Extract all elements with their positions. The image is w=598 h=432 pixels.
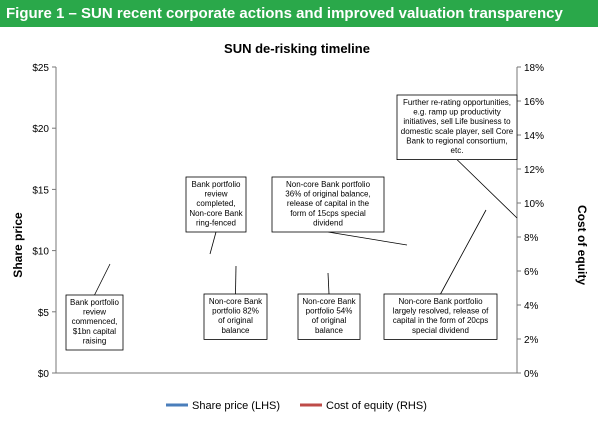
annotation-text-line: etc. bbox=[451, 146, 464, 155]
annotation-leader-line bbox=[456, 159, 518, 219]
annotation-text-line: balance bbox=[315, 326, 344, 335]
y-tick-label-right: 6% bbox=[524, 267, 539, 278]
y-tick-label-left: $20 bbox=[32, 124, 49, 135]
y-axis-label-left: Share price bbox=[11, 212, 25, 278]
annotation-text-line: domestic scale player, sell Core bbox=[401, 127, 514, 136]
chart-title: SUN de-risking timeline bbox=[224, 41, 370, 56]
annotation-text-line: capital in the form of 20cps bbox=[393, 316, 489, 325]
annotation-box bbox=[396, 94, 518, 160]
y-tick-label-right: 0% bbox=[524, 369, 539, 380]
annotation-box bbox=[185, 176, 247, 233]
annotation-text-line: Non-core Bank portfolio bbox=[398, 297, 483, 306]
annotation-box bbox=[203, 293, 268, 340]
y-tick-label-left: $0 bbox=[38, 369, 50, 380]
y-tick-label-left: $10 bbox=[32, 247, 49, 258]
annotation-text-line: commenced, bbox=[72, 317, 118, 326]
annotation-6: Non-core Bank portfolio largely resolved,… bbox=[383, 209, 498, 340]
annotation-text-line: Non-core Bank bbox=[189, 209, 243, 218]
y-tick-label-left: $15 bbox=[32, 185, 49, 196]
annotation-text-line: $1bn capital bbox=[73, 327, 116, 336]
annotation-text-line: e.g. ramp up productivity bbox=[413, 108, 501, 117]
annotation-text-line: review bbox=[204, 190, 227, 199]
annotation-text-line: initiatives, sell Life business to bbox=[403, 117, 511, 126]
annotation-text-line: largely resolved, release of bbox=[393, 307, 489, 316]
annotation-4: Non-core Bank portfolio 36% of original b… bbox=[271, 176, 408, 246]
annotation-5: Non-core Bank portfolio 54% of original bal… bbox=[297, 272, 361, 340]
y-tick-label-right: 14% bbox=[524, 131, 544, 142]
annotation-7: Further re-rating opportunities, e.g. ram… bbox=[396, 94, 518, 219]
annotation-text-line: portfolio 82% bbox=[212, 307, 259, 316]
legend: Share price (LHS) Cost of equity (RHS) bbox=[166, 400, 427, 412]
y-axis-label-right: Cost of equity bbox=[575, 205, 589, 285]
annotation-text-line: special dividend bbox=[412, 326, 469, 335]
figure-title: Figure 1 – SUN recent corporate actions … bbox=[0, 0, 598, 27]
annotation-text-line: raising bbox=[83, 336, 107, 345]
annotation-text-line: Bank to regional consortium, bbox=[406, 136, 507, 145]
y-tick-label-right: 12% bbox=[524, 165, 544, 176]
legend-label-cost-of-equity: Cost of equity (RHS) bbox=[326, 400, 427, 412]
annotation-text-line: release of capital in the bbox=[287, 199, 370, 208]
y-tick-label-right: 10% bbox=[524, 199, 544, 210]
annotation-text: Non-core Bank portfolio largely resolved,… bbox=[393, 297, 489, 335]
annotation-text: Non-core Bank portfolio 36% of original b… bbox=[285, 180, 370, 227]
y-tick-label-right: 18% bbox=[524, 63, 544, 74]
annotation-text-line: Non-core Bank portfolio bbox=[286, 180, 371, 189]
legend-label-share-price: Share price (LHS) bbox=[192, 400, 280, 412]
y-tick-label-right: 4% bbox=[524, 301, 539, 312]
annotation-leader-line bbox=[94, 263, 111, 296]
annotation-box bbox=[65, 294, 124, 351]
annotation-text-line: dividend bbox=[313, 218, 343, 227]
annotation-2: Bank portfolio review completed, Non-core B… bbox=[185, 176, 247, 255]
annotation-box bbox=[271, 176, 385, 233]
annotation-text-line: balance bbox=[221, 326, 250, 335]
annotation-text-line: form of 15cps special bbox=[290, 209, 366, 218]
annotation-leader-line bbox=[327, 272, 330, 295]
annotation-text-line: ring-fenced bbox=[196, 218, 236, 227]
annotation-text-line: Bank portfolio bbox=[192, 180, 241, 189]
annotation-leader-line bbox=[209, 231, 217, 255]
y-tick-label-left: $5 bbox=[38, 308, 50, 319]
annotation-leader-line bbox=[440, 209, 487, 295]
annotation-text: Bank portfolio review commenced, $1bn capit… bbox=[70, 298, 119, 345]
annotation-text-line: Non-core Bank bbox=[302, 297, 356, 306]
annotation-text-line: Further re-rating opportunities, bbox=[403, 98, 511, 107]
annotation-text-line: completed, bbox=[196, 199, 235, 208]
chart: SUN de-risking timeline Share price Cost… bbox=[11, 41, 589, 412]
annotation-text: Further re-rating opportunities, e.g. ram… bbox=[401, 98, 514, 155]
annotation-text-line: Non-core Bank bbox=[209, 297, 263, 306]
annotation-text-line: of original bbox=[312, 316, 347, 325]
annotation-box bbox=[383, 293, 498, 340]
y-tick-label-left: $25 bbox=[32, 63, 49, 74]
annotation-text-line: portfolio 54% bbox=[306, 307, 353, 316]
y-tick-label-right: 2% bbox=[524, 335, 539, 346]
y-tick-label-right: 16% bbox=[524, 97, 544, 108]
y-tick-label-right: 8% bbox=[524, 233, 539, 244]
annotation-leader-line bbox=[235, 265, 237, 295]
annotation-text-line: review bbox=[83, 308, 106, 317]
annotation-text: Non-core Bank portfolio 54% of original bal… bbox=[302, 297, 356, 335]
annotation-3: Non-core Bank portfolio 82% of original bal… bbox=[203, 265, 268, 340]
annotation-text-line: Bank portfolio bbox=[70, 298, 119, 307]
annotation-text-line: of original bbox=[218, 316, 253, 325]
annotation-leader-line bbox=[327, 231, 408, 246]
annotation-text: Non-core Bank portfolio 82% of original bal… bbox=[209, 297, 263, 335]
annotation-text: Bank portfolio review completed, Non-core B… bbox=[189, 180, 243, 227]
annotation-text-line: 36% of original balance, bbox=[285, 190, 370, 199]
annotation-box bbox=[297, 293, 361, 340]
annotation-1: Bank portfolio review commenced, $1bn capit… bbox=[65, 263, 124, 351]
